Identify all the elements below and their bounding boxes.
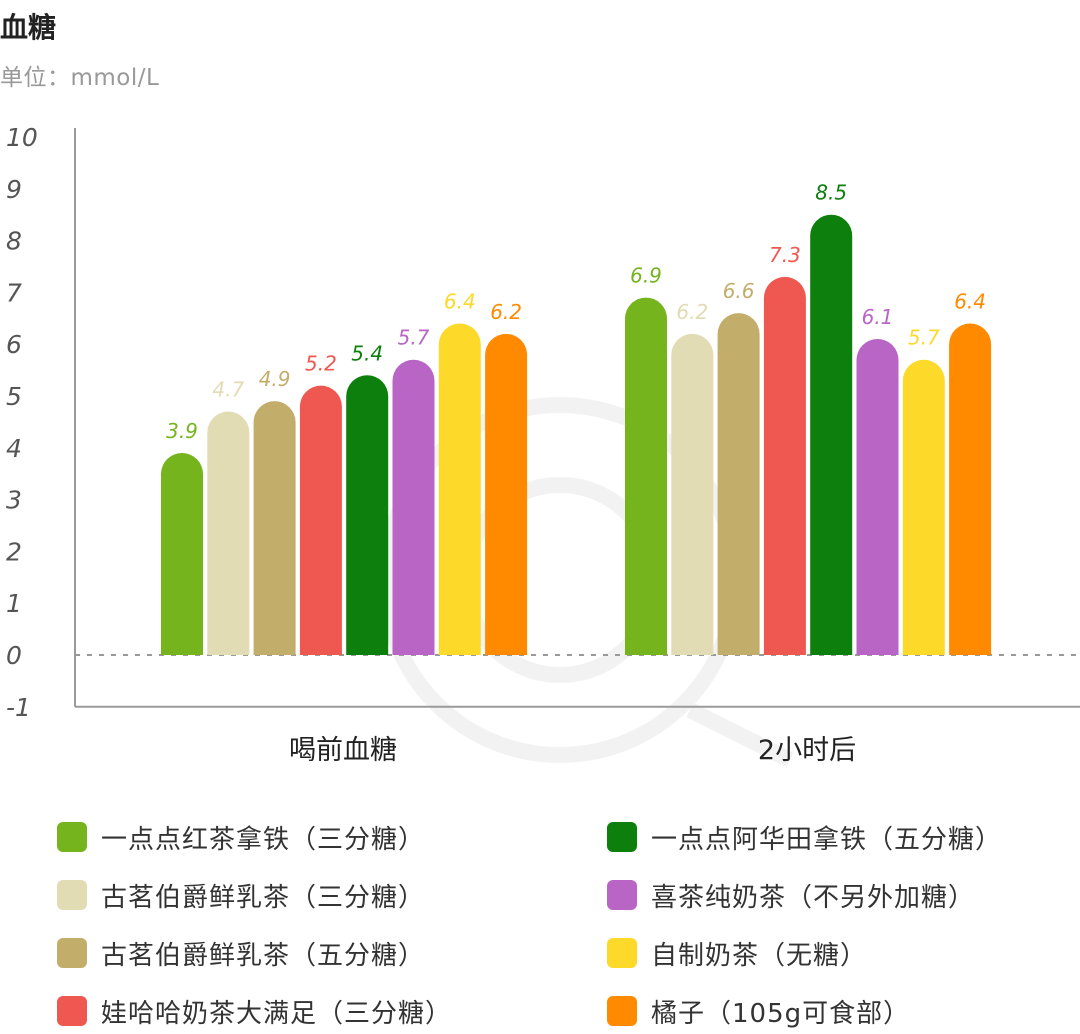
bar xyxy=(625,297,667,655)
legend-label: 自制奶茶（无糖） xyxy=(651,940,868,971)
legend: 一点点红茶拿铁（三分糖） 一点点阿华田拿铁（五分糖） 古茗伯爵鲜乳茶（三分糖） 喜茶纯… xyxy=(0,800,1080,1034)
data-label: 6.4 xyxy=(954,289,986,313)
data-label: 6.2 xyxy=(490,300,522,324)
data-label: 4.9 xyxy=(259,367,291,391)
legend-label: 一点点红茶拿铁（三分糖） xyxy=(101,824,426,855)
legend-swatch xyxy=(607,880,637,910)
bar xyxy=(207,411,250,655)
legend-swatch xyxy=(57,880,87,910)
legend-item: 古茗伯爵鲜乳茶（五分糖） xyxy=(57,933,425,973)
y-tick-label: 9 xyxy=(6,175,22,204)
y-tick-label: 1 xyxy=(6,589,22,618)
bar xyxy=(810,214,853,655)
y-tick-label: 3 xyxy=(6,486,22,515)
data-label: 5.2 xyxy=(305,352,337,376)
data-label: 6.2 xyxy=(676,300,708,324)
y-tick-label: 2 xyxy=(6,537,22,566)
legend-label: 一点点阿华田拿铁（五分糖） xyxy=(651,824,1003,855)
legend-item: 娃哈哈奶茶大满足（三分糖） xyxy=(57,991,452,1031)
x-category-label: 喝前血糖 xyxy=(289,735,397,766)
legend-swatch xyxy=(57,938,87,968)
legend-item: 自制奶茶（无糖） xyxy=(607,933,867,973)
legend-label: 喜茶纯奶茶（不另外加糖） xyxy=(651,882,976,913)
legend-item: 一点点红茶拿铁（三分糖） xyxy=(57,817,425,857)
bar xyxy=(717,313,760,655)
legend-item: 橘子（105g可食部） xyxy=(607,991,910,1031)
bar xyxy=(161,452,203,655)
legend-label: 橘子（105g可食部） xyxy=(651,998,911,1029)
data-label: 7.3 xyxy=(769,243,801,267)
legend-swatch xyxy=(607,996,637,1026)
legend-swatch xyxy=(607,938,637,968)
data-label: 6.9 xyxy=(630,264,662,288)
unit-label: 单位：mmol/L xyxy=(0,65,160,91)
legend-label: 娃哈哈奶茶大满足（三分糖） xyxy=(101,998,453,1029)
legend-swatch xyxy=(57,996,87,1026)
y-tick-label: 8 xyxy=(6,227,22,256)
legend-swatch xyxy=(607,822,637,852)
data-label: 6.4 xyxy=(444,289,476,313)
chart-title: 血糖 xyxy=(0,11,57,44)
data-label: 4.7 xyxy=(212,378,244,402)
data-label: 6.1 xyxy=(862,305,894,329)
y-tick-label: -1 xyxy=(6,693,31,722)
data-label: 5.7 xyxy=(908,326,940,350)
y-tick-label: 6 xyxy=(6,330,22,359)
legend-item: 古茗伯爵鲜乳茶（三分糖） xyxy=(57,875,425,915)
y-tick-label: 7 xyxy=(6,278,22,307)
bar xyxy=(253,401,296,655)
legend-swatch xyxy=(57,822,87,852)
data-label: 8.5 xyxy=(815,181,847,205)
y-tick-label: 10 xyxy=(6,123,38,152)
y-tick-label: 4 xyxy=(6,434,22,463)
bar xyxy=(392,359,435,655)
bar xyxy=(299,385,342,655)
bar xyxy=(902,359,945,655)
legend-item: 喜茶纯奶茶（不另外加糖） xyxy=(607,875,975,915)
data-label: 6.6 xyxy=(723,279,755,303)
data-label: 5.4 xyxy=(351,341,383,365)
legend-label: 古茗伯爵鲜乳茶（五分糖） xyxy=(101,940,426,971)
bar xyxy=(485,333,528,655)
y-tick-label: 0 xyxy=(6,641,22,670)
bar xyxy=(856,339,899,655)
data-label: 5.7 xyxy=(398,326,430,350)
bar xyxy=(346,375,389,655)
data-label: 3.9 xyxy=(166,419,198,443)
bar xyxy=(763,276,806,655)
bar xyxy=(949,323,992,655)
legend-label: 古茗伯爵鲜乳茶（三分糖） xyxy=(101,882,426,913)
x-category-label: 2小时后 xyxy=(758,735,856,766)
legend-item: 一点点阿华田拿铁（五分糖） xyxy=(607,817,1002,857)
bar xyxy=(671,333,714,655)
bar xyxy=(438,323,481,655)
y-tick-label: 5 xyxy=(6,382,22,411)
